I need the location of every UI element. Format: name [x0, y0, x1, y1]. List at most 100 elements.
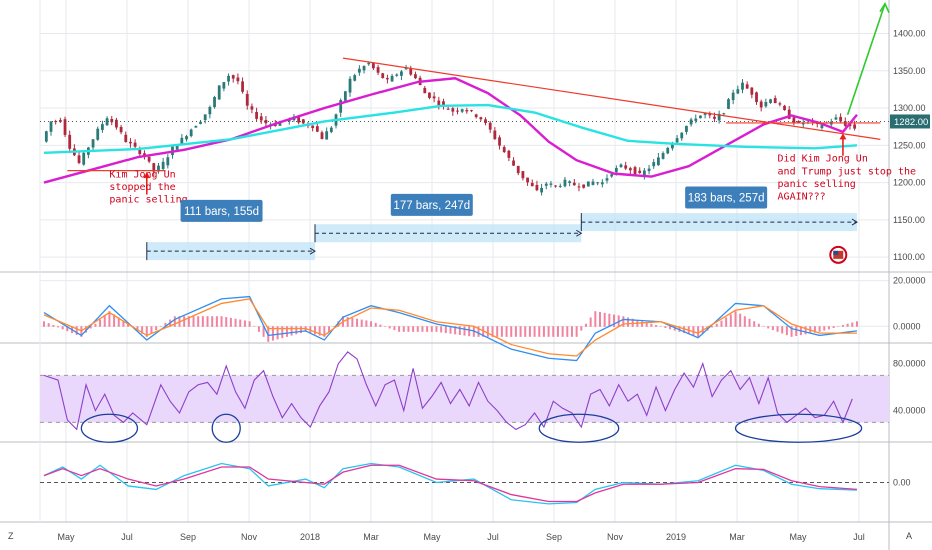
candle-down — [241, 81, 244, 92]
oscillator-panel[interactable] — [40, 462, 889, 505]
macd-histogram-bar — [103, 315, 106, 327]
last-price-label: 1282.00 — [894, 117, 928, 128]
macd-histogram-bar — [514, 326, 517, 337]
macd-histogram-bar — [720, 320, 723, 327]
macd-histogram-bar — [262, 326, 265, 337]
candle-down — [750, 87, 754, 95]
macd-histogram-bar — [276, 326, 279, 340]
macd-histogram-bar — [598, 312, 601, 327]
flag-stripes-icon — [833, 250, 844, 259]
ma-slow-line — [43, 103, 858, 154]
macd-histogram-bar — [435, 326, 438, 332]
macd-y-tick-label: 20.0000 — [893, 276, 926, 286]
candle-up — [96, 128, 100, 140]
macd-histogram-bar — [337, 321, 340, 327]
macd-histogram-bar — [155, 326, 158, 331]
candle-up — [820, 125, 824, 129]
macd-histogram-bar — [187, 316, 190, 327]
candle-down — [124, 134, 128, 143]
signal-line — [43, 298, 857, 357]
corner-left-label[interactable]: Z — [8, 531, 14, 541]
macd-histogram-bar — [57, 326, 60, 328]
candle-up — [194, 126, 198, 128]
last-price-badge[interactable] — [890, 114, 930, 129]
rsi-panel[interactable] — [40, 351, 889, 443]
x-tick-label: May — [57, 532, 75, 542]
macd-histogram-bar — [486, 326, 489, 337]
candle-down — [512, 160, 515, 166]
macd-histogram-bar — [374, 322, 377, 327]
macd-histogram-bar — [243, 320, 246, 327]
macd-histogram-bar — [248, 321, 251, 327]
candle-up — [175, 145, 179, 150]
macd-histogram-bar — [790, 326, 793, 337]
candle-up — [91, 139, 95, 148]
macd-histogram-bar — [757, 323, 760, 327]
macd-histogram-bar — [631, 318, 634, 327]
corner-right-label[interactable]: A — [906, 531, 912, 541]
macd-histogram-bar — [313, 326, 316, 335]
oversold-highlight — [538, 413, 620, 443]
range-arrowhead — [309, 247, 316, 255]
candle-up — [642, 170, 646, 176]
macd-histogram-bar — [575, 326, 578, 337]
macd-histogram-bar — [692, 326, 695, 336]
macd-histogram-bar — [477, 326, 480, 337]
candle-down — [713, 116, 716, 119]
candle-down — [129, 141, 132, 144]
slow-osc-line — [43, 464, 858, 503]
macd-histogram-bar — [89, 326, 92, 329]
candle-up — [180, 137, 184, 144]
candle-up — [400, 71, 403, 76]
macd-histogram-bar — [505, 326, 508, 337]
candle-down — [783, 105, 786, 111]
macd-histogram-bar — [846, 323, 849, 327]
candle-down — [521, 171, 525, 179]
price-y-tick-label: 1200.00 — [893, 178, 926, 188]
x-tick-label: May — [789, 532, 807, 542]
candle-down — [119, 126, 123, 133]
price-y-tick-label: 1150.00 — [893, 215, 925, 225]
candle-down — [58, 120, 62, 122]
fast-osc-line — [43, 462, 857, 505]
candle-up — [834, 117, 838, 120]
annotation-text: AGAIN??? — [778, 192, 826, 203]
candle-up — [619, 164, 623, 168]
macd-histogram-bar — [299, 326, 302, 334]
candle-down — [493, 130, 497, 139]
candle-up — [203, 114, 207, 121]
macd-histogram-bar — [697, 326, 700, 337]
candle-down — [133, 142, 137, 147]
range-label-box[interactable] — [390, 193, 473, 216]
candle-up — [558, 185, 562, 187]
macd-panel[interactable] — [43, 295, 858, 362]
macd-histogram-bar — [225, 317, 228, 327]
candle-up — [161, 161, 165, 169]
candle-up — [367, 62, 371, 65]
range-label-box[interactable] — [685, 186, 768, 209]
candle-up — [82, 152, 86, 165]
range-label-box[interactable] — [180, 199, 263, 222]
candle-up — [741, 82, 744, 90]
macd-histogram-bar — [627, 317, 630, 327]
candle-down — [437, 100, 441, 106]
macd-histogram-bar — [234, 318, 237, 327]
candle-down — [376, 67, 380, 73]
candle-up — [222, 82, 226, 89]
candle-up — [199, 121, 202, 124]
macd-histogram-bar — [837, 326, 840, 327]
price-panel[interactable]: 1282.00 Kim Jong Un stopped the panic selli… — [40, 2, 930, 264]
candle-down — [488, 122, 492, 130]
candle-up — [661, 153, 665, 159]
candle-up — [278, 122, 282, 126]
macd-histogram-bar — [739, 313, 742, 327]
candle-down — [428, 92, 431, 98]
macd-histogram-bar — [813, 326, 816, 333]
range-fill — [581, 213, 857, 232]
candle-up — [591, 181, 595, 185]
rsi-y-tick-label: 80.0000 — [893, 359, 926, 369]
macd-histogram-bar — [776, 326, 779, 332]
macd-histogram-bar — [463, 326, 466, 336]
macd-histogram-bar — [332, 326, 335, 327]
